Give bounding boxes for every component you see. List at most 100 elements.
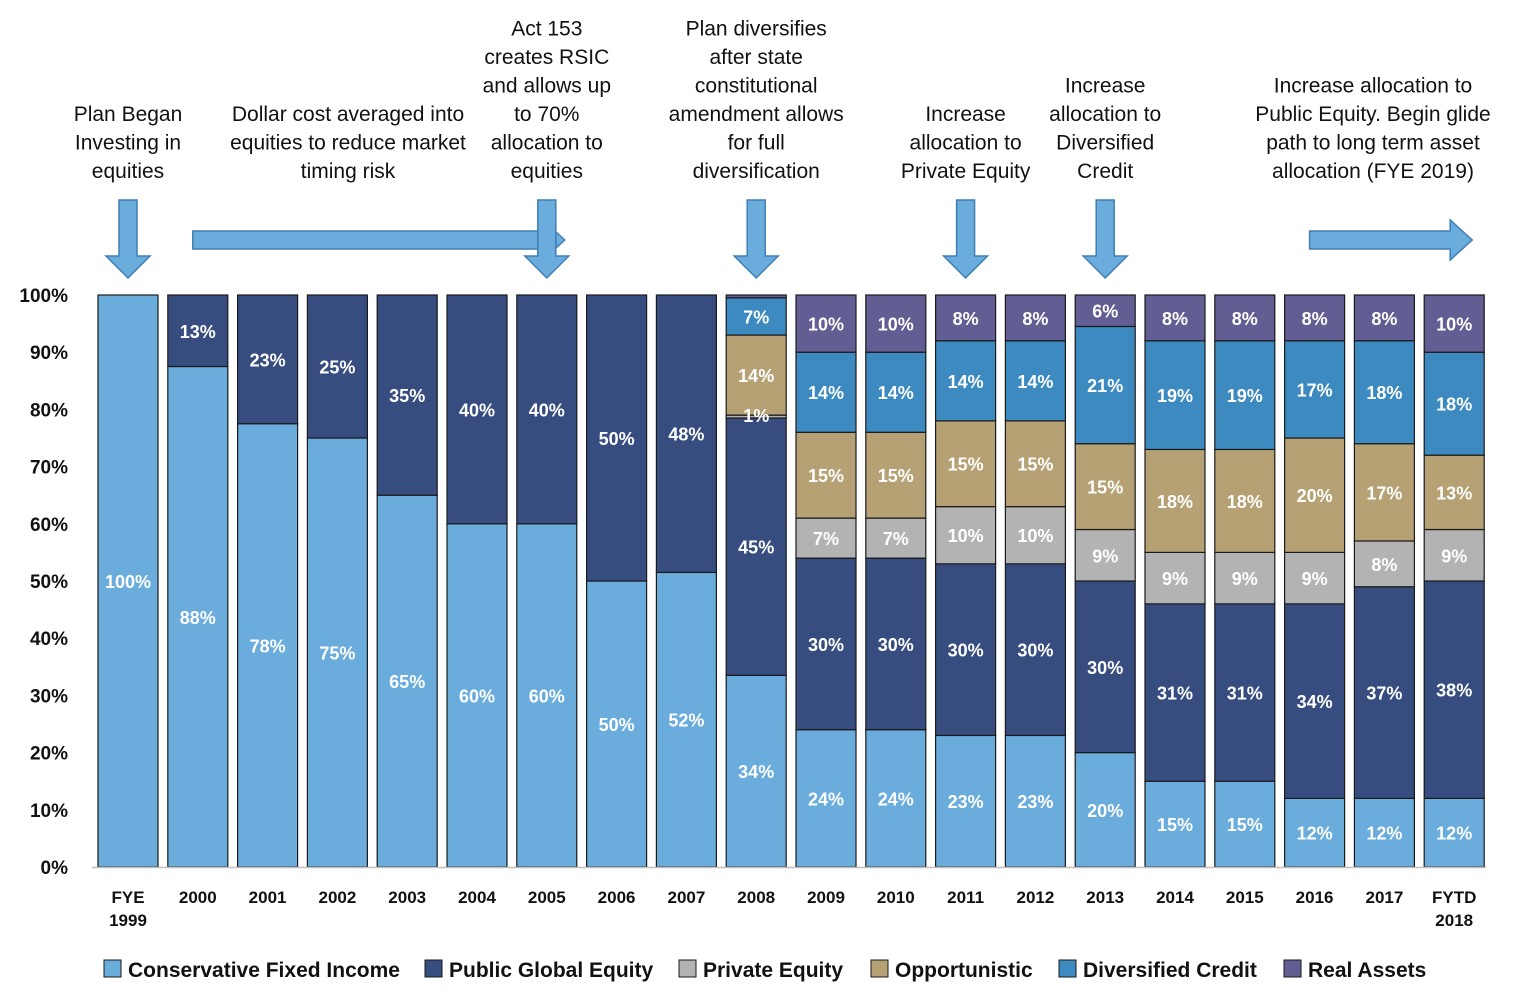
- annotation-line: Plan diversifies: [686, 18, 827, 41]
- annotation-line: to 70%: [514, 103, 579, 126]
- data-label: 18%: [1227, 492, 1263, 512]
- data-label: 100%: [105, 572, 151, 592]
- bar-segment: [516, 294, 578, 525]
- legend-item: Public Global Equity: [424, 959, 654, 982]
- data-label: 10%: [1436, 315, 1472, 335]
- data-label: 9%: [1162, 569, 1188, 589]
- bar-segment: [1283, 797, 1346, 868]
- bar-segment: [795, 294, 857, 353]
- data-label: 38%: [1436, 681, 1472, 701]
- bar-segment: [306, 294, 368, 439]
- bar-segment: [725, 297, 787, 336]
- bar-segment: [795, 351, 857, 433]
- bar-segment: [725, 417, 787, 676]
- legend-label: Conservative Fixed Income: [128, 959, 400, 982]
- bar-segment: [934, 420, 997, 508]
- bar-segment: [1144, 780, 1206, 868]
- data-label: 15%: [1157, 815, 1193, 835]
- bar-stack: 24% 30% 7% 15% 14% 10%: [795, 294, 857, 868]
- data-label: 24%: [808, 789, 844, 809]
- annotation-line: path to long term asset: [1266, 132, 1480, 155]
- bar-segment: [1144, 448, 1206, 554]
- y-tick-label: 90%: [30, 343, 68, 364]
- bar-segment: [1004, 294, 1067, 342]
- x-tick-label: 2014: [1156, 888, 1194, 907]
- annotation-line: Increase allocation to: [1274, 75, 1472, 98]
- bar-segment: [1004, 340, 1067, 422]
- bar-segment: [1214, 340, 1276, 451]
- data-label: 10%: [1017, 526, 1053, 546]
- data-label: 14%: [738, 366, 774, 386]
- bar-segment: [934, 563, 997, 737]
- bar-stack: 65% 35%: [376, 294, 438, 868]
- data-label: 7%: [883, 529, 909, 549]
- data-label: 18%: [1366, 383, 1402, 403]
- annotation-line: allocation to: [910, 132, 1022, 155]
- y-axis: 0% 10% 20% 30% 40% 50% 60% 70% 80% 90% 100%: [19, 286, 68, 879]
- data-label: 45%: [738, 538, 774, 558]
- bar-segment: [795, 517, 857, 559]
- bar-segment: [725, 334, 787, 416]
- data-label: 20%: [1297, 486, 1333, 506]
- bar-stack: 52% 48%: [655, 294, 718, 868]
- data-label: 23%: [948, 792, 984, 812]
- x-tick-label: 2017: [1365, 888, 1403, 907]
- x-tick-label: 2003: [388, 888, 426, 907]
- bar-segment: [1144, 551, 1206, 605]
- bar-stack: 12% 34% 9% 20% 17% 8%: [1283, 294, 1346, 868]
- y-tick-label: 70%: [30, 458, 68, 479]
- bar-segment: [1283, 437, 1346, 554]
- data-label: 13%: [1436, 483, 1472, 503]
- annotation: Plan diversifies after state constitutiona…: [669, 18, 844, 280]
- bar-stack: 75% 25%: [306, 294, 368, 868]
- data-label: 6%: [1092, 302, 1118, 322]
- data-label: 8%: [1302, 309, 1328, 329]
- bar-segment: [865, 557, 927, 731]
- annotation-line: equities to reduce market: [230, 132, 466, 155]
- legend-label: Real Assets: [1308, 959, 1426, 982]
- legend-swatch: [103, 959, 122, 978]
- data-label: 19%: [1227, 386, 1263, 406]
- annotation-line: Diversified: [1056, 132, 1154, 155]
- annotation-line: equities: [92, 160, 164, 183]
- bar-stack: 23% 30% 10% 15% 14% 8%: [934, 294, 997, 868]
- data-label: 34%: [1297, 692, 1333, 712]
- annotation-line: Public Equity. Begin glide: [1255, 103, 1490, 126]
- bar-segment: [516, 523, 578, 868]
- data-label: 12%: [1366, 824, 1402, 844]
- data-label: 34%: [738, 762, 774, 782]
- x-tick-label: 2005: [528, 888, 566, 907]
- bar-segment: [1423, 351, 1485, 456]
- bars: 100% 88% 13% 78% 23% 75% 25% 65% 35% 60% 40% 60% 40%…: [97, 294, 1485, 868]
- bar-segment: [1074, 443, 1136, 531]
- bar-segment: [1353, 340, 1416, 445]
- annotation-line: equities: [511, 160, 583, 183]
- bar-segment: [1283, 294, 1346, 342]
- arrow-right-icon: [192, 218, 566, 262]
- bar-stack: 12% 37% 8% 17% 18% 8%: [1353, 294, 1416, 868]
- legend-item: Private Equity: [678, 959, 843, 982]
- bar-segment: [1214, 294, 1276, 342]
- arrow-right-icon: [1308, 218, 1474, 262]
- bar-segment: [585, 580, 648, 868]
- bar-segment: [1214, 603, 1276, 782]
- annotation: Act 153 creates RSIC and allows up to 70% al…: [483, 18, 611, 280]
- data-label: 9%: [1232, 569, 1258, 589]
- data-label: 35%: [389, 386, 425, 406]
- x-tick-label: 2002: [318, 888, 356, 907]
- arrow-down-icon: [941, 199, 990, 280]
- bar-stack: 78% 23%: [237, 294, 299, 868]
- bar-stack: 60% 40%: [516, 294, 578, 868]
- bar-segment: [1283, 340, 1346, 439]
- legend-swatch: [1283, 959, 1302, 978]
- data-label: 30%: [1017, 641, 1053, 661]
- data-label: 20%: [1087, 801, 1123, 821]
- x-tick-label: 2001: [249, 888, 287, 907]
- bar-stack: 100%: [97, 294, 159, 868]
- x-tick-label: 2008: [737, 888, 775, 907]
- y-tick-label: 0%: [41, 858, 69, 879]
- data-label: 88%: [180, 608, 216, 628]
- data-label: 8%: [1232, 309, 1258, 329]
- data-label: 50%: [599, 715, 635, 735]
- annotation-line: Increase: [1065, 75, 1146, 98]
